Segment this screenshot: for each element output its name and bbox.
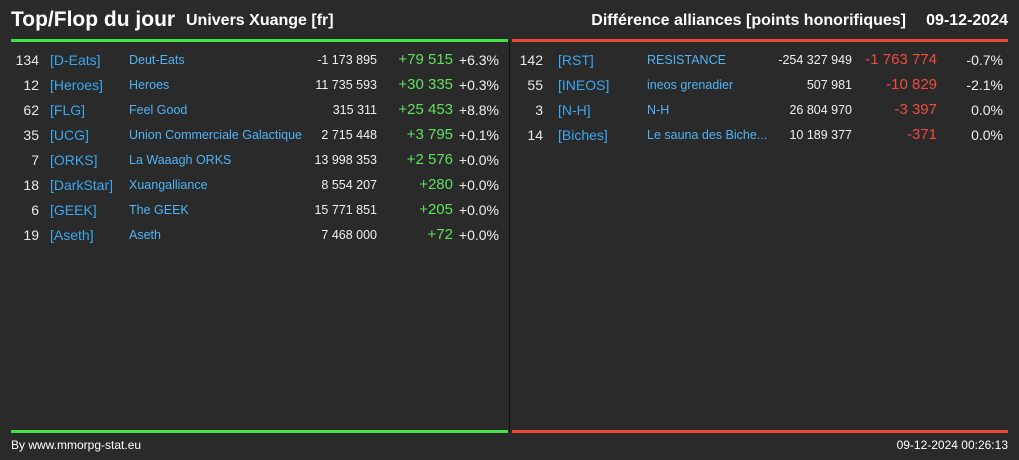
alliance-tag-link[interactable]: [ORKS]: [50, 152, 98, 168]
alliance-diff: +280: [419, 176, 453, 193]
alliance-diff: -3 397: [894, 101, 937, 118]
alliance-rank: 55: [527, 77, 543, 93]
alliance-points: 10 189 377: [789, 128, 852, 142]
alliance-points: 2 715 448: [321, 128, 377, 142]
alliance-row: 12 [Heroes] Heroes 11 735 593 +30 335 +0.3%: [0, 75, 499, 95]
alliance-rank: 7: [31, 152, 39, 168]
alliance-name-link[interactable]: RESISTANCE: [647, 53, 726, 67]
alliance-points: 26 804 970: [789, 103, 852, 117]
alliance-diff: +205: [419, 201, 453, 218]
alliance-percent: +0.0%: [458, 202, 499, 218]
alliance-percent: +0.1%: [458, 127, 499, 143]
alliance-percent: 0.0%: [971, 102, 1003, 118]
alliance-tag-link[interactable]: [Aseth]: [50, 227, 94, 243]
alliance-diff: -371: [906, 126, 937, 143]
alliance-tag-link[interactable]: [Heroes]: [50, 77, 103, 93]
alliance-percent: +0.3%: [458, 77, 499, 93]
flop-section-rule: [512, 39, 1008, 42]
alliance-row: 35 [UCG] Union Commerciale Galactique 2 715…: [0, 125, 499, 145]
date-label: 09-12-2024: [926, 12, 1008, 29]
alliance-diff: -1 763 774: [865, 51, 937, 68]
alliance-diff: +72: [427, 226, 453, 243]
alliance-tag-link[interactable]: [Biches]: [558, 127, 608, 143]
alliance-row: 134 [D-Eats] Deut-Eats -1 173 895 +79 515 +6.…: [0, 50, 499, 70]
alliance-rank: 142: [519, 52, 543, 68]
alliance-percent: -0.7%: [966, 52, 1003, 68]
alliance-row: 55 [INEOS] ineos grenadier 507 981 -10 829 -2…: [512, 75, 1007, 95]
alliance-name-link[interactable]: Xuangalliance: [129, 178, 208, 192]
alliance-name-link[interactable]: La Waaagh ORKS: [129, 153, 232, 167]
alliance-tag-link[interactable]: [GEEK]: [50, 202, 97, 218]
alliance-row: 3 [N-H] N-H 26 804 970 -3 397 0.0%: [512, 100, 1007, 120]
alliance-name-link[interactable]: ineos grenadier: [647, 78, 734, 92]
alliance-row: 18 [DarkStar] Xuangalliance 8 554 207 +280 +0…: [0, 175, 499, 195]
footer-credit: By www.mmorpg-stat.eu: [11, 438, 142, 452]
alliance-points: 507 981: [806, 78, 852, 92]
alliance-name-link[interactable]: Aseth: [129, 228, 161, 242]
alliance-points: 15 771 851: [314, 203, 377, 217]
page-title: Top/Flop du jour: [11, 8, 176, 31]
alliance-name-link[interactable]: The GEEK: [129, 203, 189, 217]
alliance-name-link[interactable]: Le sauna des Biche...: [647, 128, 768, 142]
alliance-rank: 12: [23, 77, 39, 93]
alliance-points: -1 173 895: [317, 53, 377, 67]
alliance-name-link[interactable]: Heroes: [129, 78, 170, 92]
alliance-percent: -2.1%: [966, 77, 1003, 93]
alliance-rank: 3: [535, 102, 543, 118]
alliance-rank: 6: [31, 202, 39, 218]
alliance-percent: +0.0%: [458, 152, 499, 168]
flop-section-bottom-rule: [512, 430, 1008, 433]
alliance-percent: +6.3%: [458, 52, 499, 68]
alliance-tag-link[interactable]: [RST]: [558, 52, 594, 68]
alliance-row: 6 [GEEK] The GEEK 15 771 851 +205 +0.0%: [0, 200, 499, 220]
universe-label: Univers Xuange [fr]: [186, 12, 334, 29]
alliance-name-link[interactable]: Union Commerciale Galactique: [129, 128, 302, 142]
alliance-row: 19 [Aseth] Aseth 7 468 000 +72 +0.0%: [0, 225, 499, 245]
alliance-name-link[interactable]: Deut-Eats: [129, 53, 185, 67]
top-section-rule: [11, 39, 508, 42]
alliance-diff: +25 453: [398, 101, 453, 118]
footer-timestamp: 09-12-2024 00:26:13: [896, 438, 1008, 452]
top-section-bottom-rule: [11, 430, 508, 433]
header: Top/Flop du jour Univers Xuange [fr] Dif…: [0, 0, 1019, 40]
column-divider: [509, 42, 510, 432]
alliance-diff: +3 795: [406, 126, 453, 143]
alliance-row: 142 [RST] RESISTANCE -254 327 949 -1 763 774…: [512, 50, 1007, 70]
alliance-points: 315 311: [332, 103, 377, 117]
ranking-type-label: Différence alliances [points honorifique…: [591, 12, 906, 29]
alliance-tag-link[interactable]: [INEOS]: [558, 77, 610, 93]
alliance-points: 13 998 353: [314, 153, 377, 167]
alliance-row: 14 [Biches] Le sauna des Biche... 10 189 37…: [512, 125, 1007, 145]
alliance-points: 7 468 000: [321, 228, 377, 242]
alliance-tag-link[interactable]: [D-Eats]: [50, 52, 101, 68]
alliance-percent: 0.0%: [971, 127, 1003, 143]
alliance-name-link[interactable]: N-H: [647, 103, 670, 117]
alliance-points: -254 327 949: [778, 53, 852, 67]
alliance-percent: +0.0%: [458, 177, 499, 193]
alliance-tag-link[interactable]: [DarkStar]: [50, 177, 114, 193]
alliance-points: 8 554 207: [321, 178, 377, 192]
alliance-row: 7 [ORKS] La Waaagh ORKS 13 998 353 +2 576 +0.…: [0, 150, 499, 170]
alliance-diff: -10 829: [886, 76, 937, 93]
alliance-rank: 134: [15, 52, 39, 68]
alliance-rank: 35: [23, 127, 39, 143]
alliance-rank: 14: [527, 127, 543, 143]
alliance-rank: 62: [23, 102, 39, 118]
alliance-percent: +8.8%: [458, 102, 499, 118]
alliance-diff: +30 335: [398, 76, 453, 93]
alliance-rank: 18: [23, 177, 39, 193]
alliance-rank: 19: [23, 227, 39, 243]
alliance-row: 62 [FLG] Feel Good 315 311 +25 453 +8.8%: [0, 100, 499, 120]
alliance-tag-link[interactable]: [UCG]: [50, 127, 89, 143]
alliance-diff: +2 576: [406, 151, 453, 168]
alliance-points: 11 735 593: [315, 78, 377, 92]
alliance-tag-link[interactable]: [N-H]: [558, 102, 591, 118]
alliance-tag-link[interactable]: [FLG]: [50, 102, 86, 118]
alliance-percent: +0.0%: [458, 227, 499, 243]
alliance-diff: +79 515: [398, 51, 453, 68]
alliance-name-link[interactable]: Feel Good: [129, 103, 188, 117]
